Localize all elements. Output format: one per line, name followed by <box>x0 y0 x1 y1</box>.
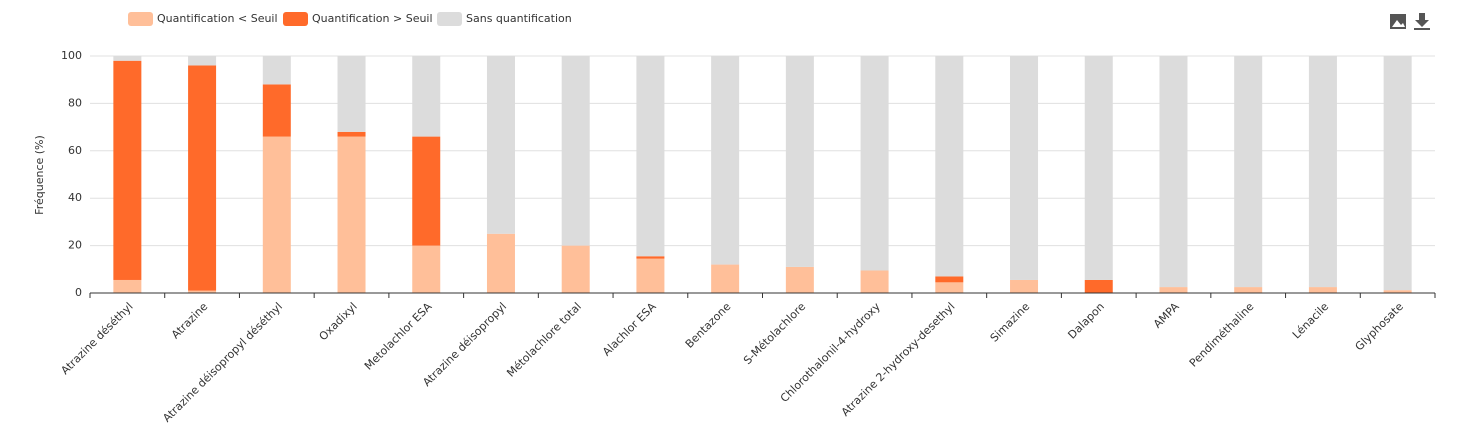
bar-segment <box>1010 56 1039 280</box>
bar-segment <box>1308 56 1337 288</box>
bar-segment <box>1383 56 1412 291</box>
bar-segment <box>636 56 665 257</box>
bar-segment <box>1159 287 1188 293</box>
legend-swatch <box>437 12 462 26</box>
bar-segment <box>935 276 964 283</box>
image-icon[interactable] <box>1390 14 1406 29</box>
bar-segment <box>262 84 291 137</box>
bar-segment <box>337 136 366 293</box>
bar-segment <box>412 136 441 246</box>
legend-label: Quantification > Seuil <box>312 12 433 25</box>
bar-segment <box>262 56 291 85</box>
bar-segment <box>636 256 665 259</box>
x-tick-label: Alachlor ESA <box>600 300 659 359</box>
bar-segment <box>935 282 964 293</box>
bar-segment <box>337 56 366 132</box>
y-tick-label: 80 <box>68 96 82 109</box>
y-tick-label: 40 <box>68 191 82 204</box>
legend-label: Quantification < Seuil <box>157 12 278 25</box>
bar-segment <box>486 233 515 293</box>
x-tick-label: Glyphosate <box>1353 300 1406 353</box>
bar-segment <box>486 56 515 234</box>
bar-segment <box>1084 279 1113 293</box>
x-tick-label: Lénacile <box>1290 300 1331 341</box>
y-tick-label: 0 <box>75 286 82 299</box>
bar-segment <box>561 56 590 246</box>
download-icon[interactable] <box>1414 13 1430 30</box>
bar-segment <box>636 258 665 293</box>
x-tick-label: Bentazone <box>683 300 734 351</box>
x-tick-label: Atrazine déséthyl <box>58 300 135 377</box>
bar-segment <box>188 290 217 293</box>
x-tick-label: Atrazine <box>169 300 211 342</box>
bar-segment <box>935 56 964 277</box>
x-tick-label: Metolachlor ESA <box>362 300 435 373</box>
bar-segment <box>113 56 142 61</box>
x-tick-label: Pendiméthaline <box>1187 300 1257 370</box>
bar-segment <box>785 56 814 267</box>
bar-segment <box>711 264 740 293</box>
bar-segment <box>337 131 366 137</box>
bar-segment <box>1308 287 1337 293</box>
x-tick-label: Dalapon <box>1065 300 1107 342</box>
bar-segment <box>1084 56 1113 280</box>
bar-segment <box>188 56 217 66</box>
bar-segment <box>113 279 142 293</box>
x-tick-label: AMPA <box>1151 300 1182 331</box>
bar-segment <box>1234 287 1263 293</box>
bar-segment <box>711 56 740 265</box>
y-axis-label: Fréquence (%) <box>33 135 46 215</box>
legend-swatch <box>283 12 308 26</box>
x-tick-label: Oxadixyl <box>317 300 360 343</box>
bar-segment <box>785 266 814 293</box>
bar-segment <box>860 270 889 293</box>
bar-segment <box>113 60 142 280</box>
x-tick-label: S-Métolachlore <box>741 300 808 367</box>
bar-segment <box>561 245 590 293</box>
legend-swatch <box>128 12 153 26</box>
x-tick-label: Atrazine déisopropyl <box>420 300 509 389</box>
bar-segment <box>1234 56 1263 288</box>
x-tick-label: Atrazine déisopropyl déséthyl <box>160 300 285 425</box>
x-tick-label: Métolachlore total <box>504 300 584 380</box>
y-tick-label: 20 <box>68 239 82 252</box>
bar-segment <box>1159 56 1188 288</box>
bar-segment <box>412 56 441 137</box>
bar-segment <box>860 56 889 271</box>
y-tick-label: 100 <box>61 49 82 62</box>
bar-segment <box>188 65 217 291</box>
bar-segment <box>262 136 291 293</box>
y-tick-label: 60 <box>68 144 82 157</box>
legend-label: Sans quantification <box>466 12 572 25</box>
bar-segment <box>1010 279 1039 293</box>
bar-segment <box>412 245 441 293</box>
x-tick-label: Simazine <box>988 300 1033 345</box>
bar-segment <box>1383 290 1412 293</box>
